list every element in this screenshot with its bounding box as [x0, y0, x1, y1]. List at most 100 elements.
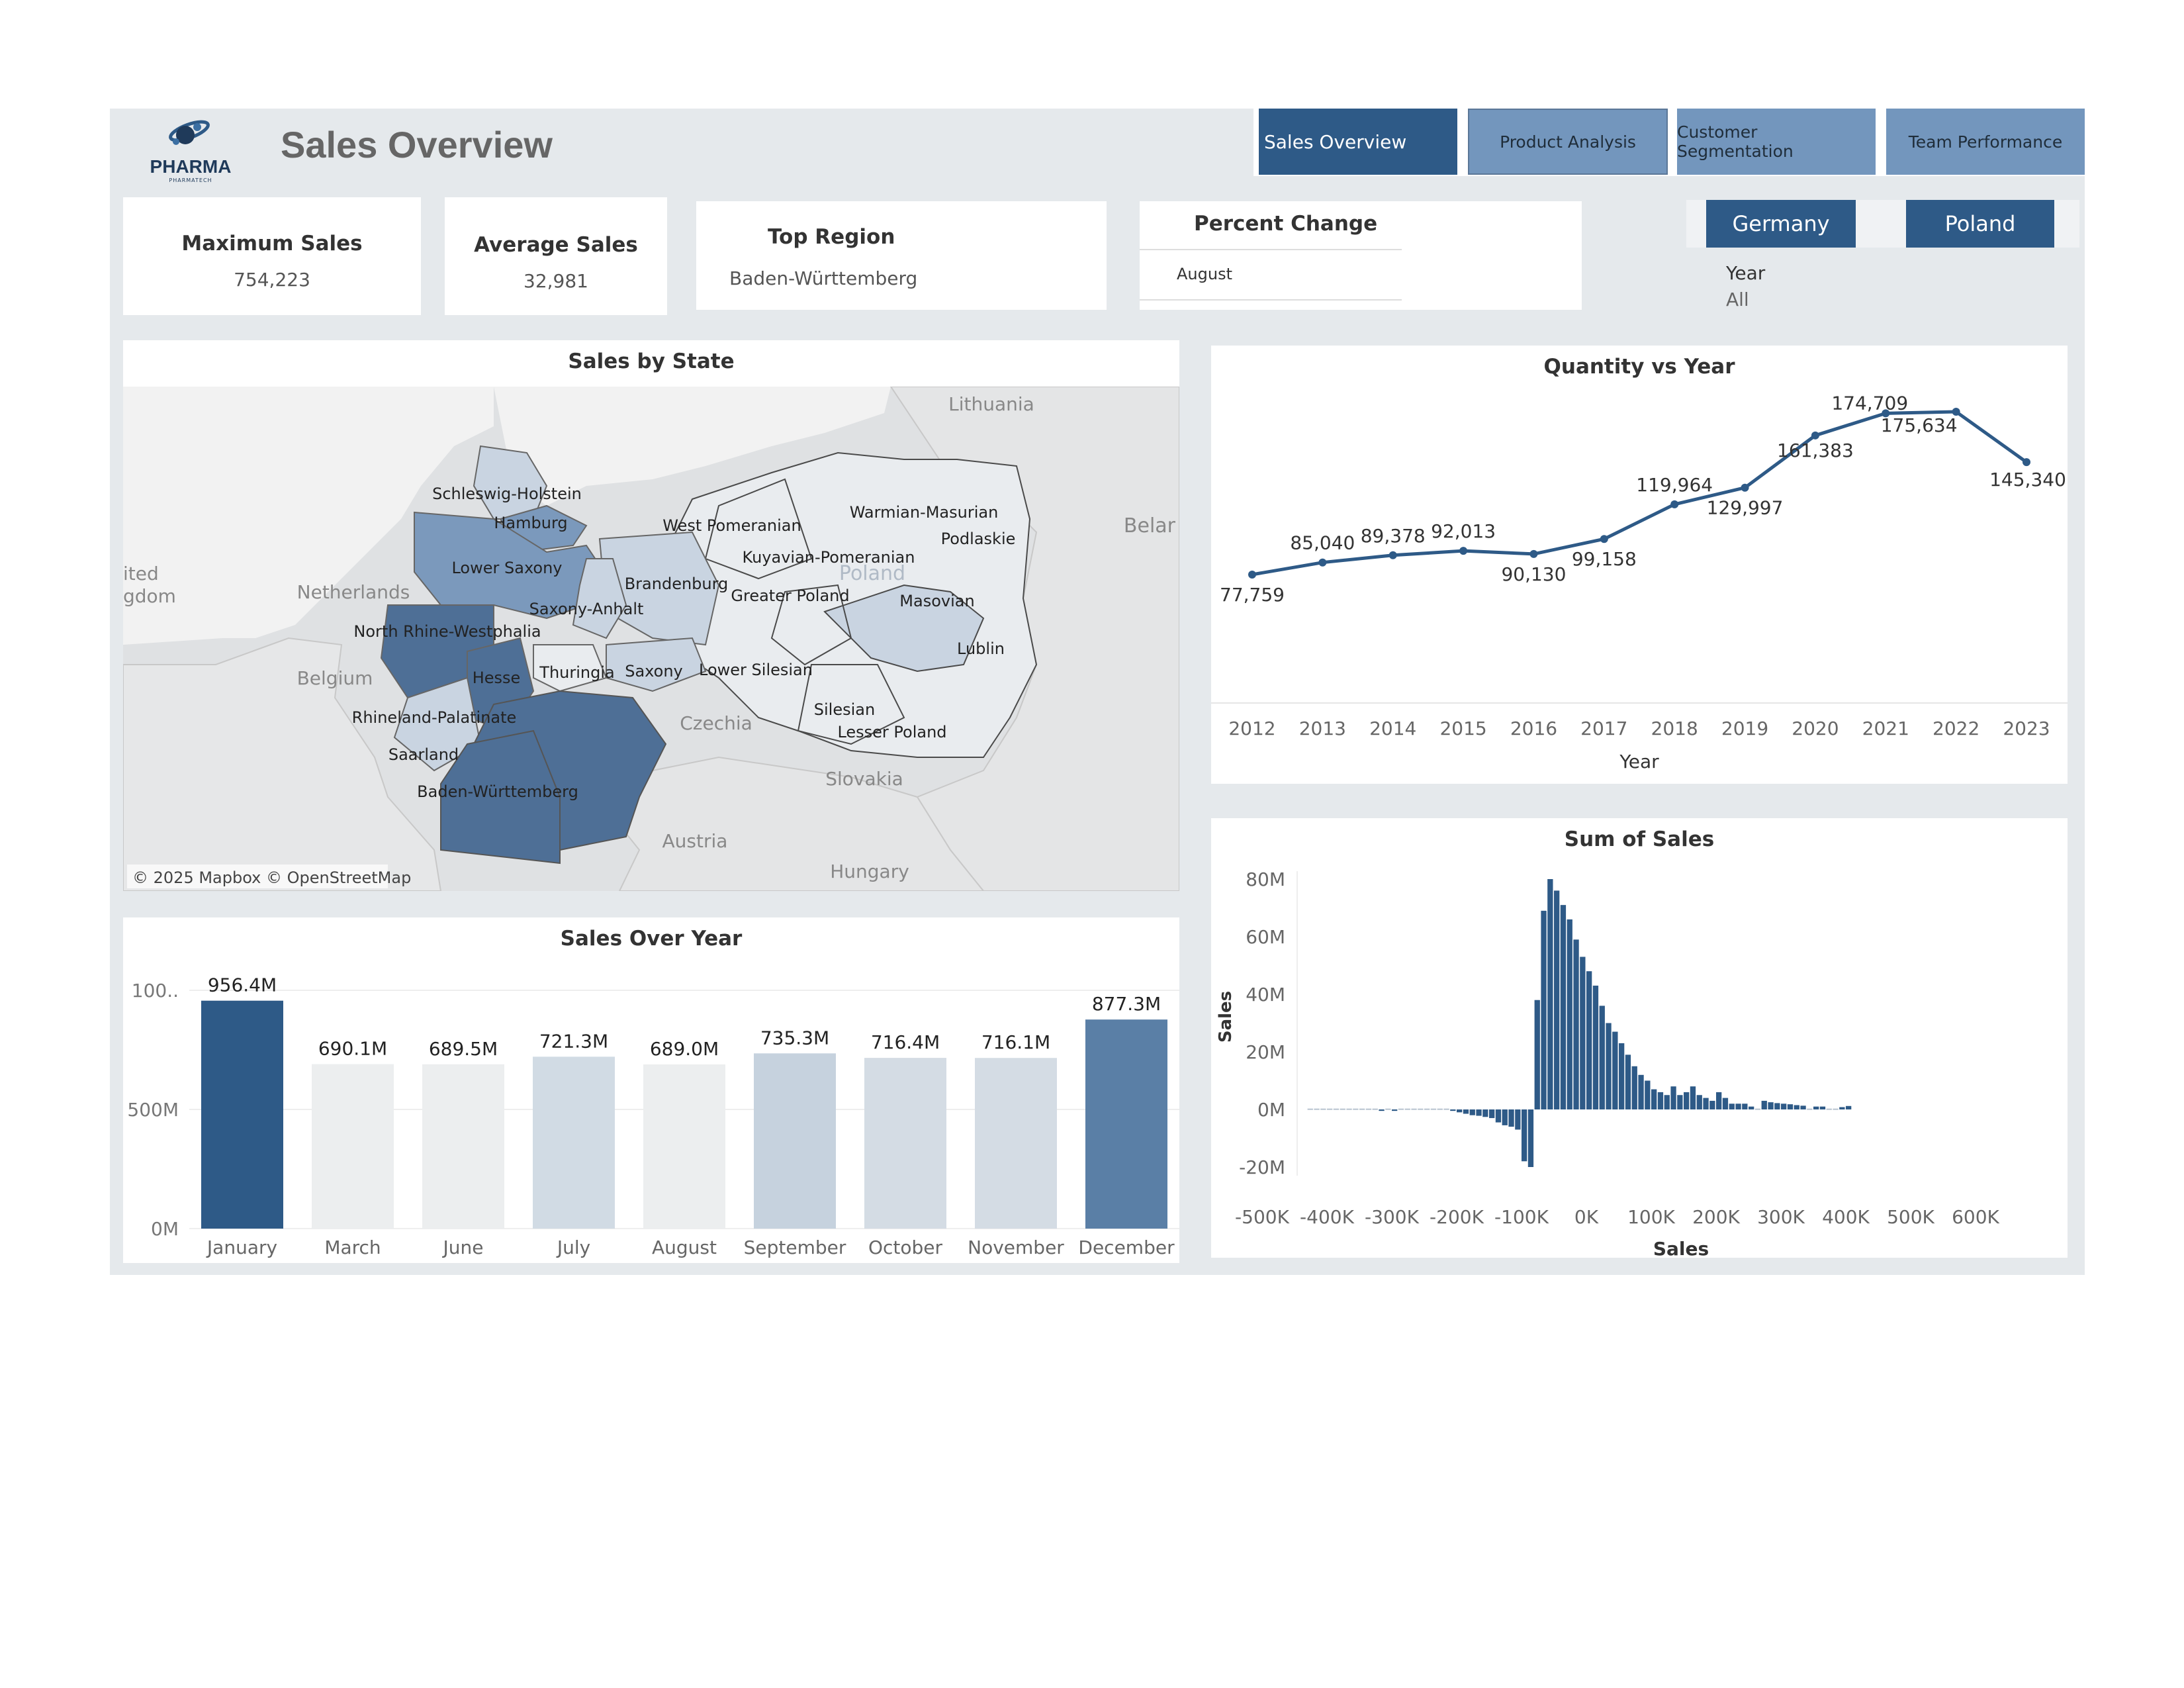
y-tick-label: -20M [1239, 1156, 1285, 1178]
histogram-bar [1573, 939, 1579, 1109]
x-tick-label: 2015 [1439, 718, 1486, 739]
nav-product-analysis[interactable]: Product Analysis [1468, 109, 1668, 175]
state-label: Hamburg [494, 514, 567, 532]
y-tick-label: 80M [1246, 868, 1285, 890]
histogram-bar [1469, 1109, 1475, 1115]
state-label: Saxony [625, 662, 683, 680]
x-tick-label: 2014 [1369, 718, 1416, 739]
sum-of-sales-chart[interactable]: -20M 0M 20M 40M 60M 80M -500K -400K -300K -200K -1… [1211, 818, 2068, 1258]
bar-value-label: 689.5M [429, 1038, 498, 1060]
histogram-bar [1735, 1103, 1741, 1109]
histogram-bar [1846, 1105, 1852, 1109]
nav-sales-overview[interactable]: Sales Overview [1259, 109, 1457, 175]
x-tick-label: 2013 [1299, 718, 1346, 739]
data-label: 90,130 [1501, 563, 1566, 585]
logo-text: PHARMA [150, 156, 232, 177]
histogram-bar [1554, 890, 1560, 1109]
kpi-pct-label: Percent Change [1194, 212, 1378, 236]
map-label-united: ited [123, 563, 159, 585]
histogram-bar [1619, 1043, 1625, 1109]
x-tick-label: 400K [1822, 1206, 1870, 1228]
histogram-bar [1398, 1108, 1404, 1110]
histogram-bar [1430, 1108, 1437, 1110]
kpi-top-value: Baden-Württemberg [729, 267, 918, 289]
filter-poland-button[interactable]: Poland [1906, 200, 2054, 248]
y-tick-label: 60M [1246, 926, 1285, 948]
state-label: Rhineland-Palatinate [352, 708, 517, 727]
x-tick-label: 500K [1887, 1206, 1934, 1228]
x-tick-label: 2017 [1580, 718, 1627, 739]
x-tick-label: September [744, 1237, 846, 1258]
data-point [1952, 408, 1960, 416]
histogram-bar [1709, 1100, 1715, 1109]
state-label: Lower Silesian [699, 661, 813, 679]
histogram-bar [1670, 1086, 1676, 1109]
histogram-bar [1794, 1105, 1799, 1109]
histogram-bar [1522, 1109, 1527, 1162]
x-tick-label: July [556, 1237, 590, 1258]
histogram-bar [1418, 1108, 1424, 1110]
histogram-bar [1482, 1109, 1488, 1117]
histogram-bar [1541, 910, 1547, 1109]
histogram-bar [1586, 971, 1592, 1109]
x-tick-label: -500K [1235, 1206, 1290, 1228]
histogram-bar [1320, 1108, 1326, 1110]
x-tick-label: December [1078, 1237, 1175, 1258]
histogram-bar [1547, 879, 1553, 1109]
histogram-bar [1754, 1108, 1761, 1110]
histogram-bar [1333, 1108, 1340, 1110]
histogram-bar [1651, 1089, 1657, 1109]
bar-value-label: 956.4M [208, 974, 277, 996]
year-filter-value[interactable]: All [1726, 289, 1749, 310]
kpi-avg-label: Average Sales [474, 233, 638, 257]
histogram-bar [1742, 1103, 1748, 1109]
x-tick-label: October [868, 1237, 943, 1258]
kpi-pct-value: August [1177, 265, 1232, 283]
bar-value-label: 716.1M [981, 1031, 1050, 1053]
state-label: Warmian-Masurian [850, 503, 999, 522]
filter-germany-button[interactable]: Germany [1706, 200, 1856, 248]
nav-customer-segmentation[interactable]: Customer Segmentation [1677, 109, 1876, 175]
histogram-bar [1599, 1006, 1605, 1109]
state-label: Kuyavian-Pomeranian [743, 548, 915, 567]
x-tick-label: 2012 [1228, 718, 1275, 739]
data-label: 129,997 [1707, 497, 1784, 519]
sales-over-year-chart[interactable]: 0M 500M 100.. 956.4M January 690.1M March 689.5… [123, 917, 1179, 1263]
histogram-bar [1826, 1108, 1832, 1110]
map-card: Sales by State [123, 340, 1179, 891]
map-label-kingdom: gdom [123, 585, 176, 607]
quantity-vs-year-chart[interactable]: 77,759 2012 85,040 2013 89,378 2014 92,013 2015… [1211, 346, 2068, 784]
bar [312, 1064, 394, 1229]
kpi-top-label: Top Region [768, 225, 895, 249]
map-label-slovakia: Slovakia [825, 768, 903, 790]
histogram-bar [1437, 1108, 1443, 1110]
quantity-vs-year-card: Quantity vs Year 77,759 2012 85,040 2013 89,… [1211, 346, 2068, 784]
data-label: 119,964 [1636, 474, 1713, 496]
state-map[interactable]: Lithuania Belar ited gdom Netherlands Be… [123, 387, 1179, 891]
nav-team-performance[interactable]: Team Performance [1886, 109, 2085, 175]
data-label: 174,709 [1831, 392, 1908, 414]
x-tick-label: -400K [1300, 1206, 1355, 1228]
map-label-austria: Austria [662, 830, 728, 852]
state-label: Saarland [388, 745, 459, 764]
y-tick-label: 20M [1246, 1041, 1285, 1063]
state-label: North Rhine-Westphalia [353, 622, 541, 641]
histogram-bar [1450, 1109, 1456, 1111]
year-filter-label: Year [1726, 262, 1766, 284]
histogram-bar [1372, 1108, 1378, 1110]
x-tick-label: 300K [1757, 1206, 1805, 1228]
bar-value-label: 690.1M [318, 1038, 387, 1060]
data-point [1811, 431, 1819, 440]
data-point [1459, 547, 1468, 555]
sales-over-year-card: Sales Over Year 0M 500M 100.. 956.4M January… [123, 917, 1179, 1263]
map-label-czechia: Czechia [680, 712, 752, 734]
histogram-bar [1385, 1108, 1391, 1110]
map-label-netherlands: Netherlands [297, 581, 410, 603]
histogram-bar [1664, 1095, 1670, 1109]
data-label: 77,759 [1220, 584, 1285, 606]
y-tick-label: 0M [151, 1218, 179, 1240]
histogram-bar [1340, 1108, 1345, 1110]
x-tick-label: 2020 [1792, 718, 1839, 739]
histogram-bar [1684, 1092, 1690, 1109]
x-tick-label: 2022 [1933, 718, 1979, 739]
